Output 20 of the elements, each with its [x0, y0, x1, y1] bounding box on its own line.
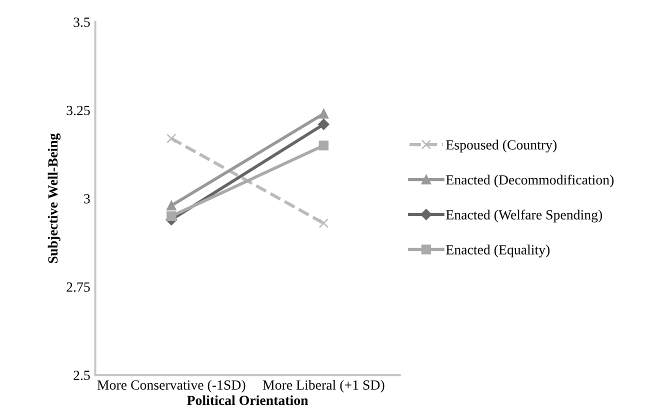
point — [318, 108, 329, 119]
point — [318, 140, 329, 150]
point — [166, 200, 176, 210]
legend-label: Espoused (Country) — [446, 140, 557, 152]
y-tick-label: 3.5 — [74, 18, 90, 27]
legend-label: Enacted (Welfare Spending) — [446, 210, 602, 222]
x-tick-label: More Conservative (-1SD) — [97, 380, 246, 393]
y-tick-label: 3.25 — [66, 106, 90, 116]
y-tick-label: 2.75 — [66, 282, 90, 292]
x-tick-label: More Liberal (+1 SD) — [262, 380, 384, 393]
legend-label: Enacted (Equality) — [446, 244, 550, 258]
point — [318, 218, 329, 228]
point — [166, 211, 176, 222]
y-tick-label: 3 — [84, 194, 90, 204]
point — [166, 134, 176, 144]
x-axis-title: Political Orientation — [187, 395, 308, 406]
point — [318, 118, 330, 130]
y-tick-label: 2.5 — [74, 370, 90, 380]
y-axis-title: Subjective Well-Being — [48, 133, 61, 264]
legend-label: Enacted (Decommodification) — [446, 174, 614, 188]
